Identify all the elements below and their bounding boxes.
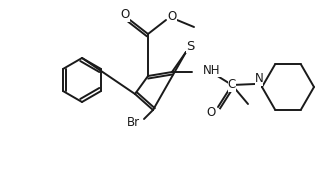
Text: NH: NH — [203, 64, 220, 76]
Text: Br: Br — [127, 116, 140, 128]
Text: N: N — [255, 72, 264, 86]
Text: O: O — [206, 106, 216, 118]
Text: C: C — [228, 78, 236, 92]
Text: O: O — [120, 9, 130, 21]
Text: S: S — [186, 39, 194, 52]
Text: O: O — [167, 9, 177, 23]
